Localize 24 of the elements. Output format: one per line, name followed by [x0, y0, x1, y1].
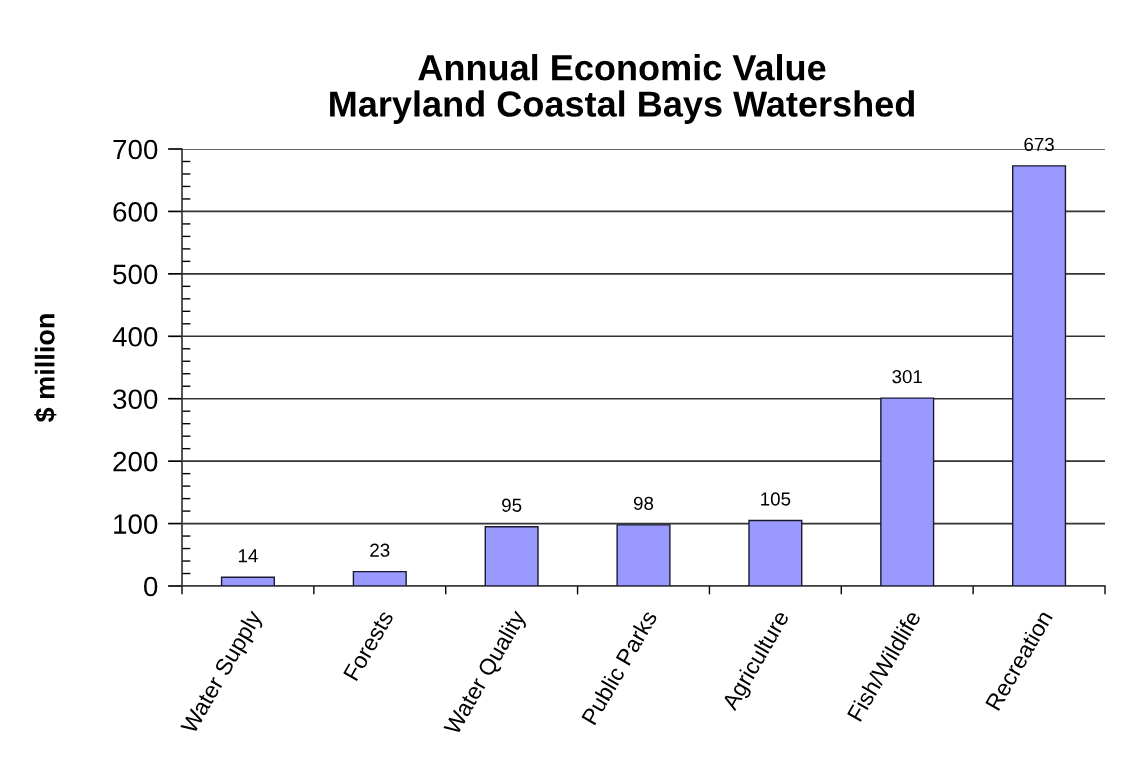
- data-label: 105: [761, 492, 791, 506]
- bar: [220, 576, 275, 586]
- data-label: 98: [633, 496, 654, 510]
- bar: [616, 524, 671, 586]
- y-tick-label: 500: [113, 264, 158, 285]
- bar: [1012, 165, 1067, 586]
- data-label: 301: [892, 370, 922, 384]
- y-axis-title: $ million: [34, 314, 57, 423]
- y-tick-label: 700: [113, 139, 158, 160]
- y-tick-label: 0: [144, 576, 158, 597]
- y-tick-label: 400: [112, 326, 158, 347]
- bar: [880, 397, 935, 586]
- data-label: 95: [502, 498, 522, 512]
- chart-title: Annual Economic Value Maryland Coastal Bays Watershed: [330, 54, 914, 124]
- bar: [352, 570, 407, 586]
- y-tick-label: 100: [114, 514, 158, 534]
- data-label: 23: [370, 543, 390, 557]
- data-label: 14: [238, 549, 258, 563]
- bar: [484, 525, 539, 586]
- y-tick-label: 600: [113, 202, 158, 222]
- data-label: 673: [1024, 137, 1054, 152]
- y-tick-label: 300: [113, 389, 158, 410]
- y-tick-label: 200: [113, 451, 158, 472]
- bar: [748, 519, 803, 586]
